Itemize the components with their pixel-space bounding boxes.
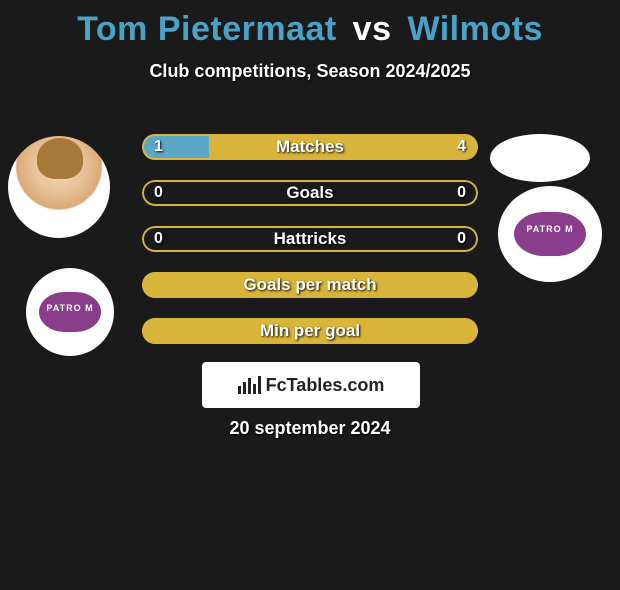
stat-bar-row: Matches1 4 [140, 132, 480, 162]
bar-label: Min per goal [142, 318, 478, 344]
player-right-avatar [490, 134, 590, 182]
title-vs: vs [353, 10, 392, 48]
stat-bar-row: Hattricks0 0 [140, 224, 480, 254]
attribution-badge: FcTables.com [202, 362, 420, 408]
bar-value-left: 0 [154, 180, 163, 206]
stat-bar-row: Min per goal [140, 316, 480, 346]
title-player-left: Tom Pietermaat [77, 10, 337, 48]
bar-label: Matches [142, 134, 478, 160]
club-badge-icon [514, 212, 587, 256]
attribution-text: FcTables.com [266, 375, 385, 396]
bar-value-right: 0 [457, 226, 466, 252]
title-player-right: Wilmots [407, 10, 542, 48]
comparison-bars: Matches14Goals00Hattricks00Goals per mat… [140, 132, 480, 362]
bar-label: Hattricks [142, 226, 478, 252]
club-badge-icon [39, 292, 101, 332]
stat-bar-row: Goals per match [140, 270, 480, 300]
bar-label: Goals [142, 180, 478, 206]
bar-value-right: 0 [457, 180, 466, 206]
bar-value-right: 4 [457, 134, 466, 160]
bar-chart-icon [238, 376, 260, 394]
club-right-badge [498, 186, 602, 282]
bar-label: Goals per match [142, 272, 478, 298]
bar-value-left: 1 [154, 134, 163, 160]
stat-bar-row: Goals0 0 [140, 178, 480, 208]
club-left-badge [26, 268, 114, 356]
player-left-avatar [8, 136, 110, 238]
comparison-title: Tom Pietermaat vs Wilmots [0, 10, 620, 49]
subtitle: Club competitions, Season 2024/2025 [0, 61, 620, 82]
bar-value-left: 0 [154, 226, 163, 252]
date-text: 20 september 2024 [0, 418, 620, 439]
